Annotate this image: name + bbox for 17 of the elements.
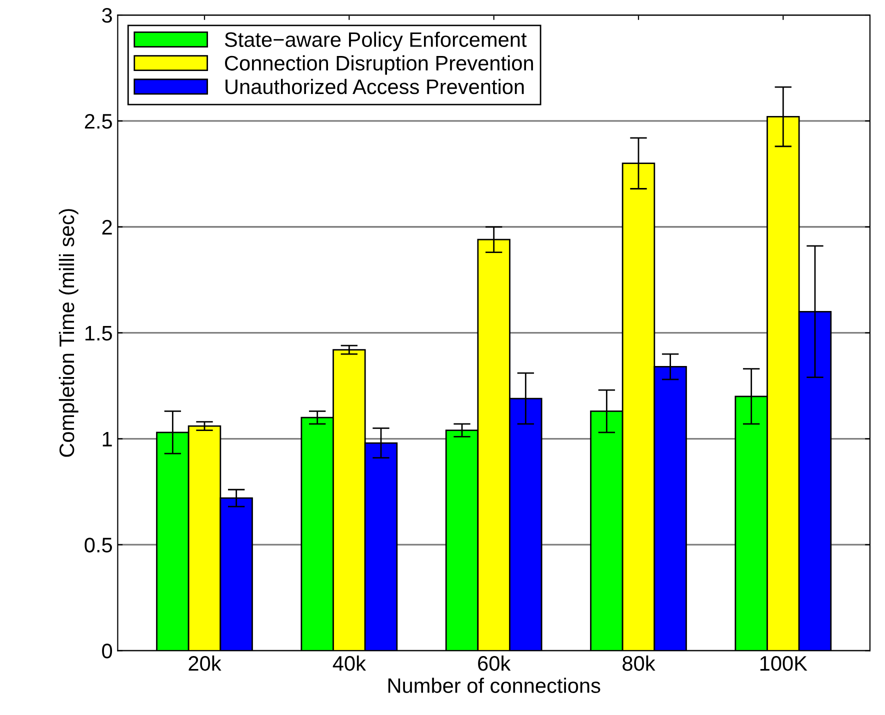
y-axis-title: Completion Time (milli sec) bbox=[58, 209, 78, 457]
y-tick-label: 3 bbox=[102, 8, 112, 23]
x-tick-label: 20k bbox=[188, 656, 222, 671]
y-tick-label: 0 bbox=[102, 644, 112, 658]
x-tick-label: 100K bbox=[760, 656, 808, 671]
y-tick-label: 1.5 bbox=[85, 326, 112, 341]
x-axis-title: Number of connections bbox=[388, 678, 600, 694]
x-tick-label: 60k bbox=[478, 656, 511, 671]
y-tick-label: 1 bbox=[102, 432, 112, 446]
y-tick-label: 2.5 bbox=[84, 114, 112, 129]
y-tick-label: 2 bbox=[102, 220, 112, 234]
x-tick-label: 40k bbox=[332, 656, 366, 671]
x-tick-label: 80k bbox=[622, 656, 656, 671]
legend-label: Unauthorized Access Prevention bbox=[226, 78, 524, 94]
legend-label: Connection Disruption Prevention bbox=[225, 55, 533, 75]
y-tick-label: 0.5 bbox=[84, 538, 112, 552]
legend-label: State−aware Policy Enforcement bbox=[224, 32, 527, 52]
